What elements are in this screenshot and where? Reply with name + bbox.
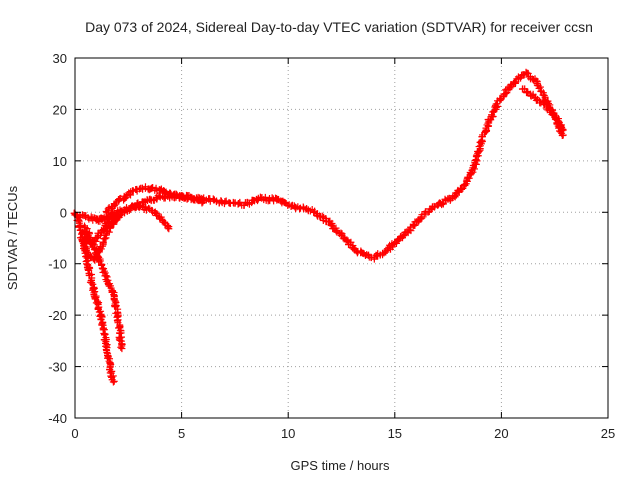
data-point: [103, 349, 111, 357]
data-point: [327, 221, 335, 229]
x-tick-label: 25: [601, 426, 615, 441]
y-tick-label: 30: [53, 51, 67, 66]
data-point: [146, 195, 154, 203]
data-point: [75, 216, 83, 224]
data-point: [559, 126, 567, 134]
x-tick-label: 10: [281, 426, 295, 441]
chart-title: Day 073 of 2024, Sidereal Day-to-day VTE…: [85, 19, 593, 35]
x-tick-label: 20: [494, 426, 508, 441]
data-point: [98, 320, 106, 328]
y-tick-label: 10: [53, 154, 67, 169]
data-point: [367, 254, 375, 262]
y-axis-label: SDTVAR / TECUs: [5, 185, 20, 290]
y-axis-ticks: -40 -30 -20 -10 0 10 20 30: [48, 51, 608, 426]
data-point: [114, 213, 122, 221]
y-tick-label: -20: [48, 308, 67, 323]
data-point: [458, 185, 466, 193]
grid: [75, 58, 608, 418]
data-points: [70, 68, 567, 386]
data-point: [318, 212, 326, 220]
data-point: [118, 345, 126, 353]
data-point: [550, 110, 558, 118]
data-point: [102, 346, 110, 354]
y-tick-label: -40: [48, 411, 67, 426]
data-point: [164, 224, 172, 232]
data-point: [343, 236, 351, 244]
x-axis-label: GPS time / hours: [291, 458, 390, 473]
data-point: [165, 225, 173, 233]
plot-frame: [74, 57, 609, 419]
x-tick-label: 15: [388, 426, 402, 441]
data-point: [103, 222, 111, 230]
y-tick-label: 0: [60, 205, 67, 220]
data-point: [465, 174, 473, 182]
data-point: [102, 342, 110, 350]
data-point: [110, 377, 118, 385]
y-tick-label: 20: [53, 102, 67, 117]
data-point: [109, 378, 117, 386]
data-point: [152, 184, 160, 192]
data-point: [183, 193, 191, 201]
data-point: [98, 216, 106, 224]
data-point: [99, 238, 107, 246]
x-axis-ticks: 0 5 10 15 20 25: [71, 58, 615, 441]
data-point: [105, 228, 113, 236]
x-tick-label: 0: [71, 426, 78, 441]
data-point: [109, 372, 117, 380]
data-point: [96, 257, 104, 265]
data-point: [100, 329, 108, 337]
data-point: [116, 336, 124, 344]
data-point: [113, 212, 121, 220]
y-tick-label: -30: [48, 360, 67, 375]
data-point: [88, 279, 96, 287]
x-tick-label: 5: [178, 426, 185, 441]
data-point: [109, 287, 117, 295]
data-point: [101, 336, 109, 344]
data-point: [117, 343, 125, 351]
data-point: [199, 198, 207, 206]
y-tick-label: -10: [48, 257, 67, 272]
data-point: [96, 231, 104, 239]
data-point: [261, 193, 269, 201]
data-point: [439, 200, 447, 208]
data-point: [112, 200, 120, 208]
